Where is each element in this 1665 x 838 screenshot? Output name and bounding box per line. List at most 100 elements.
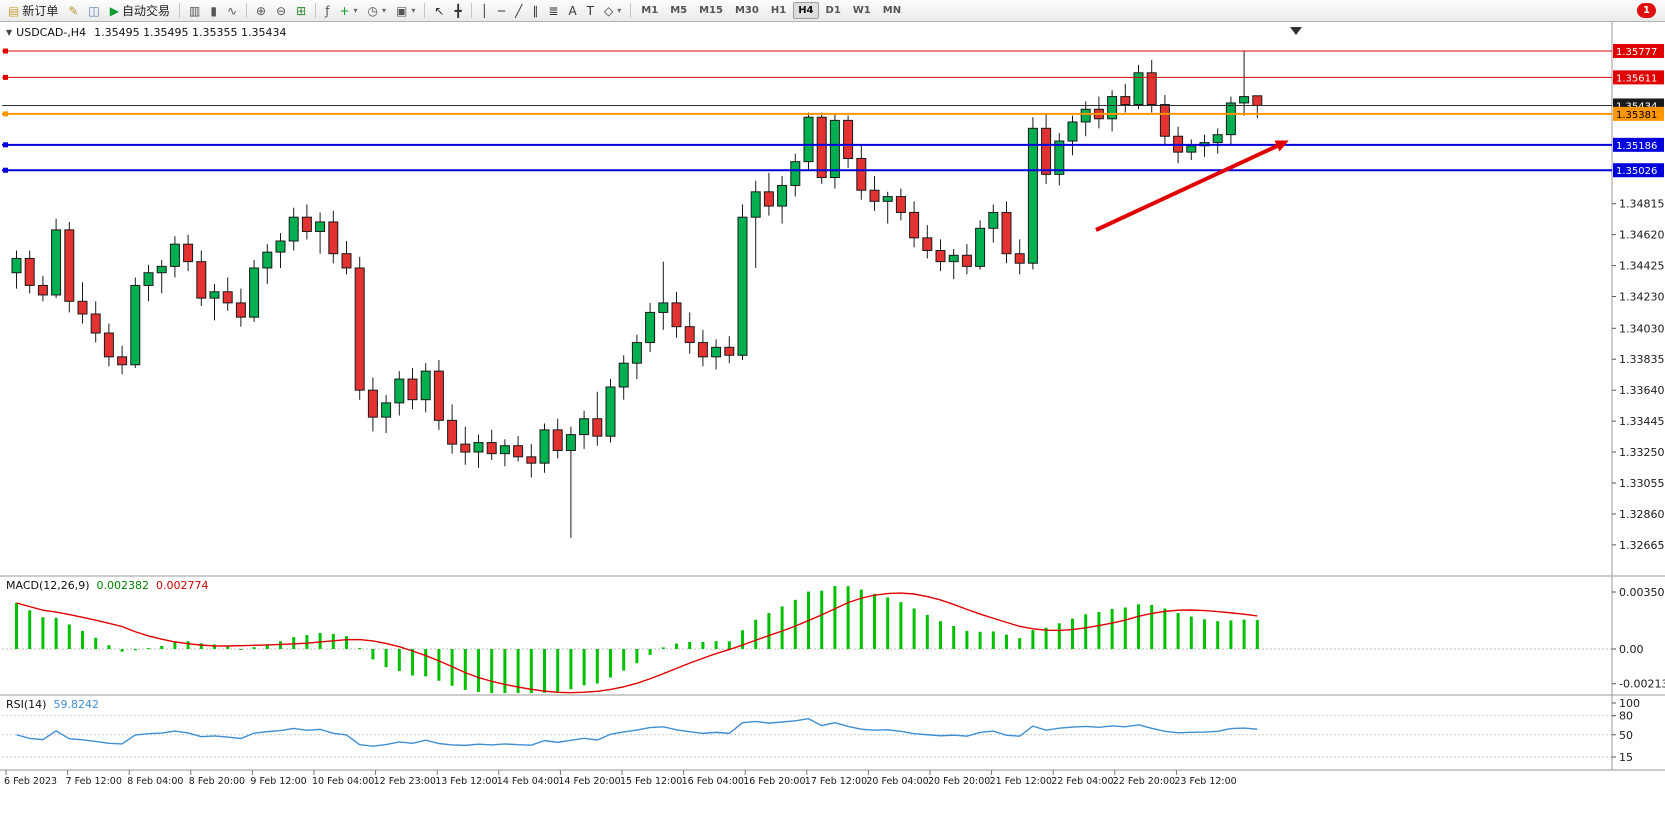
- resistance-line-2-anchor[interactable]: [3, 74, 8, 80]
- timeframe-button-d1[interactable]: D1: [825, 5, 841, 16]
- macd-main-value: 0.002382: [96, 579, 150, 592]
- candle-body: [11, 257, 22, 274]
- bar-chart-button[interactable]: ▥: [185, 1, 204, 21]
- timeframe-button-mn[interactable]: MN: [882, 5, 902, 16]
- candle-body: [895, 196, 906, 213]
- timeframe-button-m1[interactable]: M1: [641, 5, 659, 16]
- candle-body: [922, 237, 933, 252]
- price-tick-label: 1.34230: [1619, 291, 1665, 304]
- macd-bar: [265, 644, 269, 649]
- vertical-line-button[interactable]: │: [477, 1, 492, 21]
- timeframe-button-m15[interactable]: M15: [699, 5, 723, 16]
- metaeditor-button[interactable]: ✎: [64, 1, 82, 21]
- bear-candle: [328, 210, 339, 264]
- macd-bar: [463, 649, 467, 690]
- timeframe-button-w1[interactable]: W1: [852, 5, 871, 16]
- chart-area[interactable]: 1.34815 1.34620 1.34425 1.34230 1.34030 1.338…: [0, 22, 1665, 838]
- bull-candle: [275, 233, 286, 268]
- macd-indicator-label: MACD(12,26,9) 0.002382 0.002774: [6, 579, 209, 592]
- bull-candle: [262, 244, 273, 284]
- fibonacci-button[interactable]: ≣: [544, 1, 562, 21]
- collapse-arrow-icon[interactable]: ▼: [6, 28, 13, 37]
- timeframe-button-h1[interactable]: H1: [770, 5, 787, 16]
- macd-bar: [358, 647, 362, 649]
- macd-bar: [1150, 604, 1154, 649]
- trend-arrow-head[interactable]: [1274, 140, 1289, 152]
- candle-body: [77, 300, 88, 315]
- tile-windows-button[interactable]: ⊞: [292, 1, 310, 21]
- support-line-2-anchor[interactable]: [3, 167, 8, 173]
- macd-bar: [252, 647, 256, 649]
- line-chart-button[interactable]: ∿: [223, 1, 241, 21]
- macd-bar: [925, 614, 929, 649]
- macd-bar: [1203, 619, 1206, 649]
- candle-body: [988, 211, 999, 229]
- new-order-button[interactable]: ▤ 新订单: [4, 1, 62, 21]
- add-indicator-button[interactable]: + ▾: [335, 1, 361, 21]
- candle-body: [1041, 127, 1052, 175]
- chevron-down-icon: ▾: [617, 6, 622, 15]
- candle-body: [341, 253, 352, 269]
- macd-bar: [279, 641, 282, 649]
- crosshair-button[interactable]: ╋: [450, 1, 465, 21]
- candle-body: [143, 272, 154, 286]
- bear-candle: [671, 291, 682, 338]
- bear-candle: [90, 301, 101, 343]
- trend-arrow[interactable]: [1095, 144, 1278, 232]
- equidistant-channel-button[interactable]: ∥: [528, 1, 542, 21]
- support-line-1-anchor[interactable]: [3, 142, 8, 148]
- candle-body: [526, 456, 537, 464]
- text-button[interactable]: A: [564, 1, 580, 21]
- trendline-button[interactable]: ╱: [511, 1, 526, 21]
- chart-shift-marker[interactable]: [1290, 27, 1302, 35]
- zoom-out-button[interactable]: ⊖: [272, 1, 290, 21]
- timeframe-button-m30[interactable]: M30: [734, 5, 759, 16]
- bull-candle: [777, 175, 788, 224]
- macd-bar: [556, 649, 560, 692]
- macd-bar: [675, 643, 678, 649]
- time-label: 17 Feb 12:00: [805, 776, 867, 787]
- candle-body: [499, 445, 510, 455]
- data-window-button[interactable]: ◫: [84, 1, 103, 21]
- bull-candle: [499, 439, 510, 467]
- shapes-button[interactable]: ◇ ▾: [600, 1, 625, 21]
- autotrading-button[interactable]: ▶ 自动交易: [106, 1, 174, 21]
- candle-body: [803, 116, 814, 163]
- timeframe-button-h4[interactable]: H4: [793, 2, 819, 19]
- rsi-title: RSI(14): [6, 698, 47, 711]
- crosshair-icon: ╋: [454, 3, 462, 18]
- time-label: 20 Feb 04:00: [866, 776, 928, 787]
- text-label-button[interactable]: T: [583, 1, 598, 21]
- macd-bar: [318, 632, 322, 649]
- candle-body: [948, 254, 959, 263]
- chart-canvas[interactable]: 1.34815 1.34620 1.34425 1.34230 1.34030 1.338…: [0, 22, 1665, 838]
- macd-bar: [727, 641, 731, 649]
- timeframe-button-m5[interactable]: M5: [670, 5, 688, 16]
- macd-bar: [94, 637, 98, 649]
- notification-badge[interactable]: 1: [1637, 3, 1656, 18]
- time-label: 10 Feb 04:00: [312, 776, 374, 787]
- cursor-button[interactable]: ↖: [430, 1, 448, 21]
- candle-body: [631, 342, 642, 364]
- macd-bar: [516, 649, 520, 693]
- macd-bar: [133, 649, 137, 651]
- indicators-button[interactable]: ƒ: [321, 1, 333, 21]
- pivot-line-anchor[interactable]: [3, 111, 8, 117]
- horizontal-line-button[interactable]: ─: [494, 1, 509, 21]
- period-button[interactable]: ◷ ▾: [364, 1, 391, 21]
- zoom-out-icon: ⊖: [276, 3, 287, 18]
- bear-candle: [103, 323, 114, 367]
- candle-body: [697, 342, 708, 358]
- candle-body: [433, 370, 444, 421]
- resistance-line-1-anchor[interactable]: [3, 48, 8, 54]
- time-label: 13 Feb 12:00: [435, 776, 497, 787]
- bear-candle: [724, 336, 735, 364]
- zoom-in-button[interactable]: ⊕: [252, 1, 270, 21]
- candle-body: [909, 211, 920, 239]
- macd-bar: [292, 637, 296, 649]
- chart-snapshot-button[interactable]: ▣ ▾: [392, 1, 419, 21]
- bull-candle: [539, 423, 550, 473]
- bull-candle: [420, 363, 431, 413]
- candle-body: [407, 378, 418, 401]
- candlestick-chart-button[interactable]: ▮: [206, 1, 221, 21]
